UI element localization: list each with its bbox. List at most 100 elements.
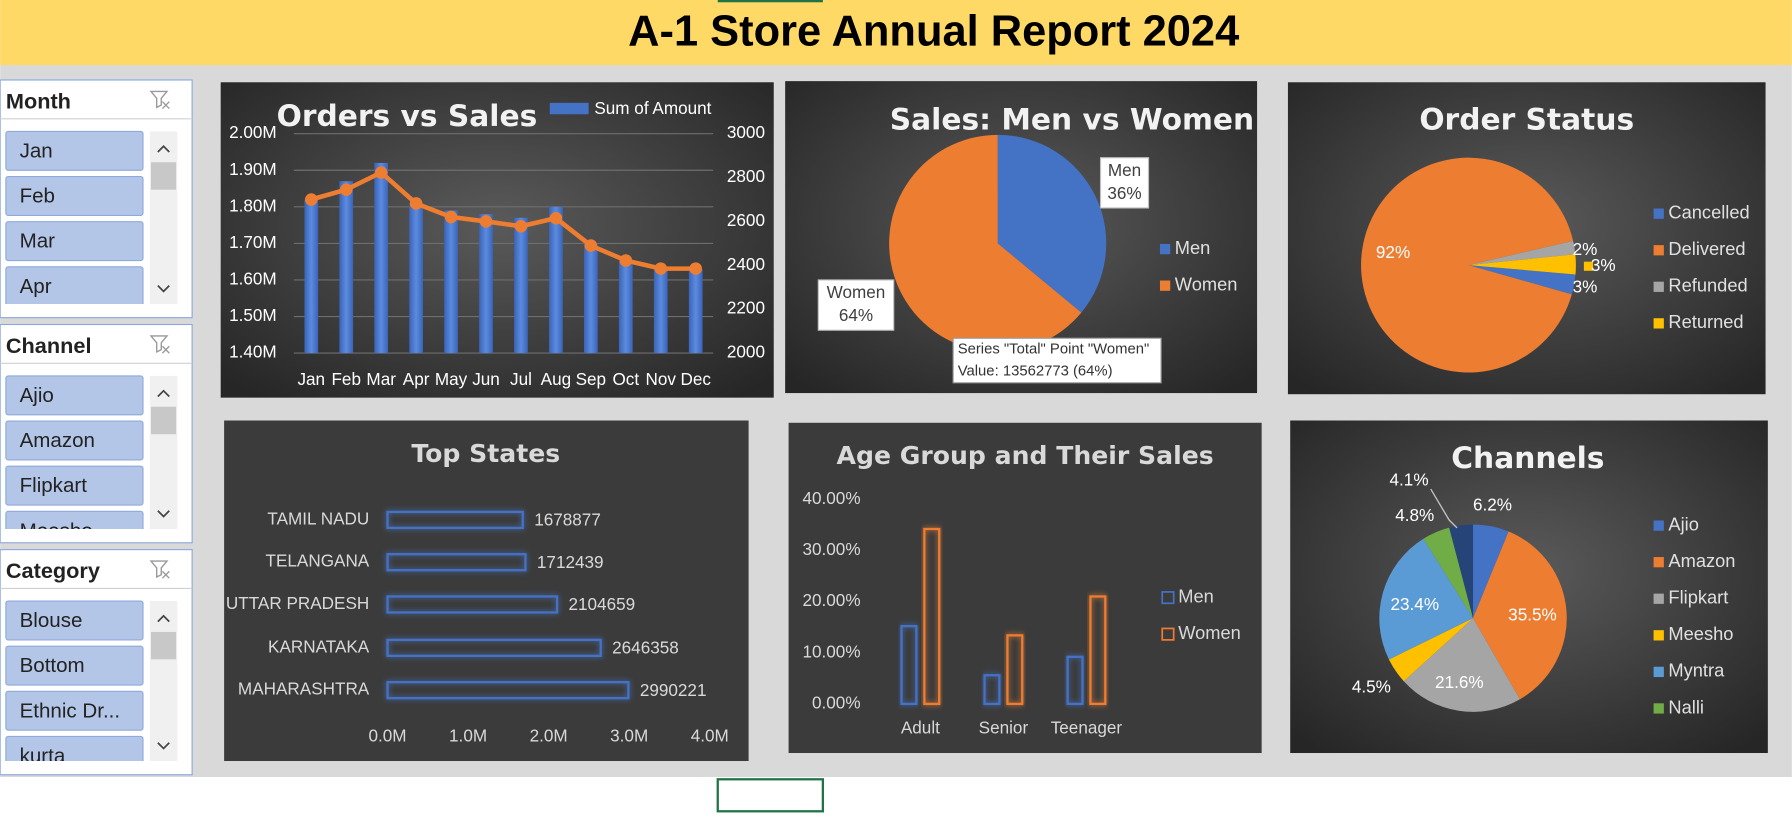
slicer-item[interactable]: Apr (20, 275, 52, 298)
slicer-button[interactable] (5, 130, 144, 171)
x-tick-label: Sep (576, 369, 606, 389)
legend-label: Sum of Amount (594, 98, 711, 118)
line-marker (689, 262, 702, 275)
y2-tick-label: 2600 (727, 210, 765, 230)
scroll-up[interactable] (157, 389, 170, 398)
clear-filter-icon[interactable] (149, 335, 169, 354)
data-label: 4.1% (1390, 470, 1429, 490)
scrollbar (149, 131, 178, 304)
bar (304, 199, 319, 354)
pie-slice (1473, 524, 1509, 619)
scroll-down[interactable] (157, 285, 170, 293)
y2-tick-label: 2200 (727, 298, 765, 318)
y-tick-label: 1.80M (229, 195, 277, 215)
y-tick-label: 1.60M (229, 268, 277, 288)
slicer-item[interactable]: Meesho (20, 519, 93, 542)
x-tick-label: 1.0M (449, 726, 487, 746)
x-tick-label: Apr (403, 369, 430, 389)
data-label: 64% (839, 305, 873, 325)
report-title: A-1 Store Annual Report 2024 (628, 8, 1239, 56)
slicer-item[interactable]: Flipkart (20, 474, 88, 497)
bar (1066, 655, 1084, 706)
data-label: 2104659 (568, 594, 635, 614)
pie-slice (889, 134, 1082, 352)
slicer-button[interactable] (5, 510, 144, 550)
data-label: 36% (1107, 183, 1141, 203)
legend-label: Amazon (1668, 550, 1735, 571)
panel (224, 420, 749, 762)
clear-filter-icon[interactable] (149, 560, 169, 579)
scroll-up[interactable] (157, 614, 170, 623)
data-label: 4.8% (1395, 505, 1434, 525)
legend-label: Men (1175, 237, 1211, 258)
scroll-up[interactable] (157, 145, 170, 153)
slicer-items: Blouse Bottom Ethnic Dr... kurta (5, 600, 144, 775)
scroll-down[interactable] (157, 510, 170, 518)
selected-cell[interactable] (716, 778, 825, 813)
legend-swatch (1653, 593, 1664, 604)
slicer-button[interactable] (5, 465, 144, 506)
legend-swatch (1653, 245, 1664, 256)
pie-slice (1403, 618, 1520, 712)
line-marker (444, 210, 458, 224)
data-label: 2990221 (640, 680, 707, 700)
scroll-down[interactable] (157, 742, 170, 750)
x-tick-label: 0.0M (368, 726, 406, 746)
x-tick-label: Mar (366, 369, 396, 389)
bar (1089, 595, 1107, 706)
x-tick-label: Oct (612, 369, 639, 389)
data-label: 6.2% (1473, 495, 1512, 515)
slicer-button[interactable] (5, 266, 144, 306)
slicer-item[interactable]: Bottom (20, 654, 85, 677)
legend-swatch (549, 102, 589, 115)
slicer-item[interactable]: Blouse (20, 609, 83, 632)
data-label: 2646358 (612, 638, 679, 658)
legend-swatch (1159, 243, 1171, 255)
pie-slice (1423, 527, 1474, 619)
bar (409, 203, 423, 354)
tooltip-text: Series "Total" Point "Women" (958, 342, 1150, 358)
slicer-button[interactable] (5, 221, 144, 262)
scrollbar (149, 601, 178, 762)
legend-label: Women (1175, 273, 1238, 294)
y-tick-label: 1.50M (229, 305, 277, 325)
slicer-item[interactable]: Mar (20, 230, 56, 253)
leader-line (1430, 488, 1458, 529)
bar (923, 527, 941, 706)
bar (584, 243, 598, 354)
bar (386, 510, 524, 530)
slicer-button[interactable] (5, 690, 144, 731)
y-tick-label: 30.00% (802, 539, 860, 559)
y-tick-label: 40.00% (802, 488, 860, 508)
slicer-item[interactable]: Ajio (20, 384, 54, 407)
legend-swatch (1161, 591, 1175, 605)
slicer-button[interactable] (5, 600, 144, 641)
slicer-item[interactable]: kurta (20, 744, 66, 767)
x-tick-label: Dec (680, 369, 711, 389)
scroll-thumb[interactable] (150, 631, 177, 660)
bar (618, 261, 633, 354)
slicer-item[interactable]: Amazon (20, 429, 95, 452)
slicer-button[interactable] (5, 375, 144, 416)
x-tick-label: May (435, 369, 468, 389)
slicer-button[interactable] (5, 735, 144, 775)
y-tick-label: 1.90M (229, 159, 277, 179)
slicer-item[interactable]: Ethnic Dr... (20, 699, 121, 722)
slicer-item[interactable]: Jan (20, 139, 53, 162)
scroll-thumb[interactable] (150, 162, 177, 190)
slicer-item[interactable]: Feb (20, 185, 55, 208)
data-label: 1678877 (534, 510, 601, 530)
clear-filter-icon[interactable] (149, 90, 169, 109)
clear-filter-x (161, 101, 170, 110)
bar (386, 595, 559, 614)
chart-title: Channels (1451, 441, 1604, 476)
slicer-button[interactable] (5, 175, 144, 216)
slicer-button[interactable] (5, 420, 144, 461)
legend-swatch (1653, 666, 1664, 678)
category-label: TELANGANA (266, 551, 370, 571)
slicer-button[interactable] (5, 645, 144, 686)
bar (900, 625, 918, 706)
data-label: 3% (1591, 255, 1616, 275)
scroll-thumb[interactable] (150, 406, 177, 435)
